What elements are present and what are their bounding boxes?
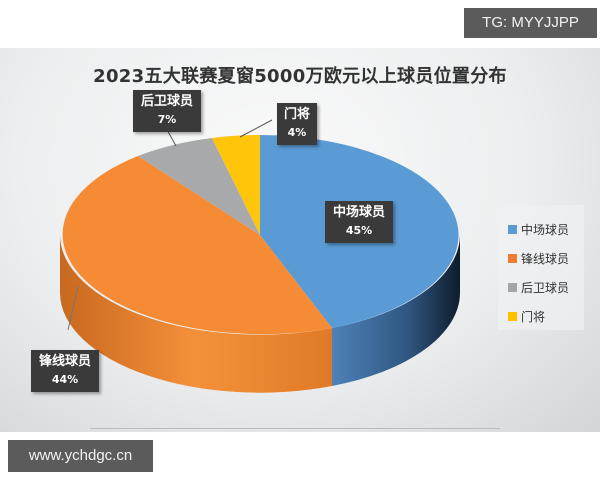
legend-swatch-icon [508,311,517,321]
chart-title: 2023五大联赛夏窗5000万欧元以上球员位置分布 [93,66,507,87]
watermark-top-right: TG: MYYJJPP [464,8,597,38]
data-label-midfield: 中场球员 45% [325,201,393,243]
panel-divider [90,428,500,429]
legend-item-goalkeeper[interactable]: 门将 [508,307,545,325]
slice-defender[interactable] [138,138,260,235]
data-label-forward: 锋线球员 44% [31,350,99,392]
slice-goalkeeper[interactable] [212,135,260,235]
legend-item-forward[interactable]: 锋线球员 [508,249,569,267]
watermark-bottom-left: www.ychdgc.cn [8,440,153,472]
data-label-defender: 后卫球员 7% [133,90,201,132]
legend-item-defender[interactable]: 后卫球员 [508,278,569,296]
leader-line-goalkeeper [239,119,273,138]
leader-line-forward [67,285,79,331]
legend-item-midfield[interactable]: 中场球员 [508,220,569,238]
legend-swatch-icon [508,282,517,292]
slice-forward[interactable] [62,156,332,335]
data-label-goalkeeper: 门将 4% [277,103,317,145]
slice-side-midfield [332,235,460,386]
legend-swatch-icon [508,253,517,263]
slice-side-forward [60,235,332,393]
legend-swatch-icon [508,224,517,234]
chart-legend: 中场球员 锋线球员 后卫球员 门将 [498,205,584,330]
